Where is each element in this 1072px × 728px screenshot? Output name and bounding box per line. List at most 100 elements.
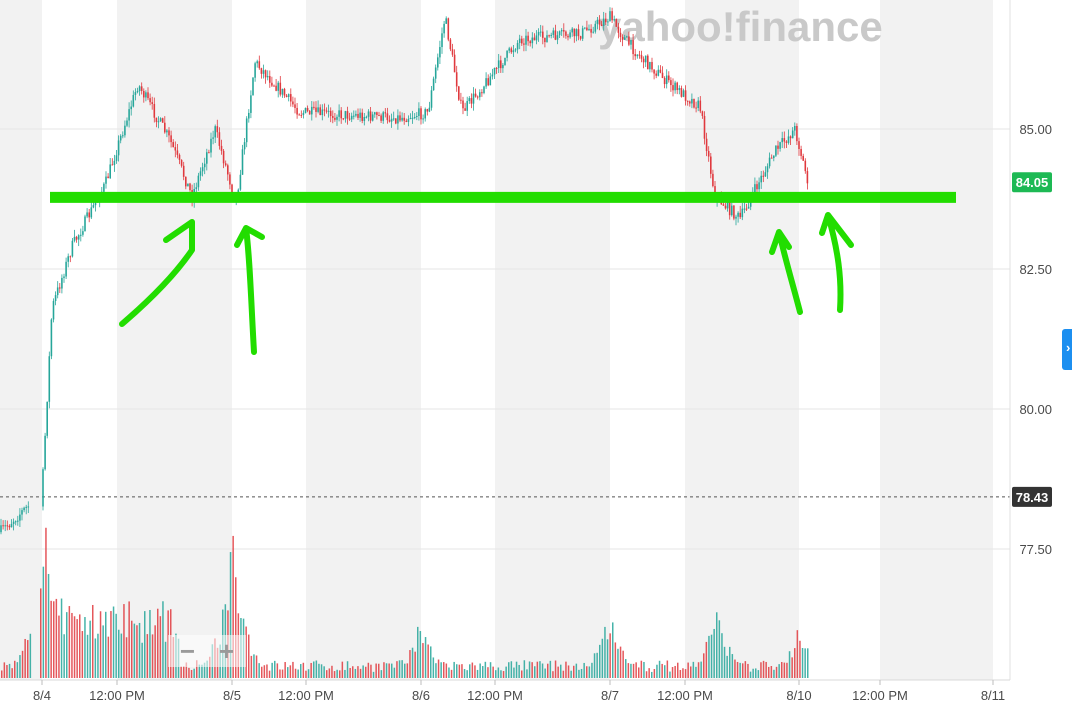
candle-body (273, 85, 275, 87)
volume-bar (11, 668, 13, 678)
volume-bar (708, 635, 710, 678)
candle-body (359, 112, 361, 118)
volume-bar (398, 660, 401, 678)
candle-body (600, 24, 603, 26)
candle-body (319, 107, 321, 116)
candle-body (428, 107, 431, 112)
candle-body (460, 99, 462, 101)
candle-body (140, 86, 143, 91)
candle-body (250, 95, 252, 113)
side-panel-toggle[interactable]: › (1062, 329, 1072, 370)
volume-bar (107, 636, 110, 678)
volume-bar (505, 666, 507, 678)
candle-body (411, 117, 414, 119)
volume-bar (578, 669, 580, 678)
candle-body (558, 31, 561, 36)
candle-body (350, 115, 353, 120)
volume-bar (469, 664, 471, 678)
volume-bar (383, 662, 385, 678)
volume-bar (313, 661, 315, 678)
candle-body (92, 205, 95, 208)
candle-body (644, 55, 647, 63)
candle-body (636, 54, 639, 57)
candle-body (149, 98, 151, 103)
volume-bar (440, 662, 442, 678)
candle-body (134, 92, 137, 95)
candle-body (775, 145, 777, 156)
volume-bar (489, 662, 492, 678)
candle-body (151, 102, 153, 104)
candle-body (516, 42, 519, 50)
candle-body (8, 525, 11, 528)
volume-bar (705, 641, 708, 678)
candle-body (174, 147, 177, 151)
volume-bar (463, 669, 466, 678)
volume-bar (586, 666, 588, 678)
candle-body (48, 356, 51, 402)
candle-body (762, 175, 765, 177)
volume-bar (450, 669, 453, 678)
volume-bar (97, 633, 99, 678)
candle-body (126, 120, 128, 126)
volume-bar (664, 665, 666, 678)
candle-body (313, 106, 315, 108)
volume-bar (479, 663, 481, 678)
volume-bar (320, 664, 323, 678)
volume-bar (528, 661, 531, 678)
volume-bar (50, 600, 52, 678)
volume-bar (770, 666, 773, 678)
candle-body (598, 19, 601, 25)
candle-body (451, 49, 454, 55)
volume-bar (94, 638, 97, 678)
volume-bar (123, 604, 125, 678)
volume-bar (682, 668, 684, 678)
candle-body (14, 521, 17, 523)
volume-bar (570, 670, 572, 678)
candle-body (208, 152, 210, 154)
zoom-in-button[interactable]: + (218, 636, 235, 666)
volume-bar (79, 614, 81, 678)
volume-bar (552, 671, 554, 678)
chevron-icon: › (1066, 340, 1071, 355)
volume-bar (604, 626, 606, 678)
volume-bar (697, 662, 700, 678)
volume-bar (583, 662, 585, 678)
volume-bar (625, 659, 627, 678)
volume-bar (201, 664, 203, 678)
candle-body (153, 103, 156, 118)
volume-bar (370, 664, 372, 678)
candle-body (222, 150, 225, 164)
volume-bar (671, 667, 674, 678)
volume-bar (266, 664, 268, 678)
volume-bar (791, 657, 793, 678)
candle-body (672, 85, 674, 91)
volume-bar (149, 609, 151, 678)
candle-body (283, 88, 286, 96)
candle-body (413, 117, 416, 119)
candle-body (218, 132, 221, 146)
candle-body (703, 115, 706, 139)
candle-body (682, 90, 685, 97)
candle-body (338, 110, 340, 117)
candle-body (388, 120, 391, 122)
zoom-out-button[interactable]: − (179, 636, 196, 666)
time-band-4 (685, 0, 799, 680)
candle-body (397, 115, 399, 124)
x-axis: 8/4 12:00 PM 8/5 12:00 PM 8/6 12:00 PM 8/7 12:0… (0, 679, 1010, 703)
volume-bar (734, 659, 736, 678)
volume-bar (380, 670, 383, 678)
candle-body (197, 175, 200, 188)
candle-body (665, 75, 668, 85)
candle-body (82, 231, 84, 235)
volume-bar (422, 643, 424, 678)
candle-body (130, 106, 132, 110)
volume-bar (471, 662, 474, 678)
volume-bar (484, 661, 487, 678)
candle-body (764, 172, 767, 177)
volume-bar (497, 667, 500, 678)
candle-body (2, 525, 4, 527)
volume-bar (492, 666, 494, 678)
volume-bar (315, 660, 318, 678)
